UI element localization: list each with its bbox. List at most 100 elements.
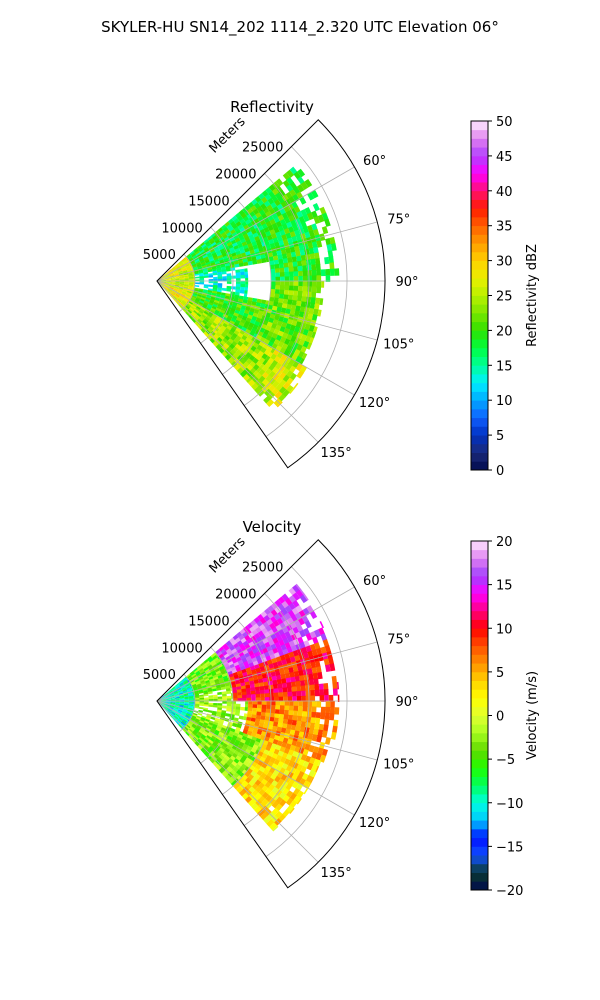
radar-bin bbox=[182, 679, 188, 684]
radar-bin bbox=[296, 720, 302, 728]
radar-bin bbox=[321, 730, 328, 738]
radar-bin bbox=[264, 716, 270, 722]
radar-bin bbox=[230, 229, 236, 235]
radar-bin bbox=[168, 270, 173, 274]
radar-bin bbox=[181, 300, 186, 305]
radar-bin bbox=[188, 308, 194, 313]
radar-bin bbox=[309, 678, 315, 686]
radar-bin bbox=[277, 722, 283, 729]
radar-bin bbox=[182, 270, 188, 273]
radar-bin bbox=[203, 247, 209, 252]
radar-bin bbox=[308, 307, 315, 315]
radar-bin bbox=[185, 713, 191, 718]
radar-bin bbox=[311, 241, 318, 249]
radar-bin bbox=[161, 280, 167, 281]
radar-bin bbox=[224, 663, 230, 669]
radar-bin bbox=[220, 332, 227, 339]
radar-bin bbox=[278, 240, 285, 247]
radar-bin bbox=[230, 317, 237, 323]
azimuth-tick-label: 90° bbox=[395, 695, 418, 710]
radar-bin bbox=[177, 269, 183, 273]
radar-bin bbox=[200, 251, 206, 256]
radar-bin bbox=[199, 276, 205, 279]
radar-bin bbox=[171, 267, 176, 271]
colorbar-segment bbox=[471, 295, 488, 305]
radar-bin bbox=[307, 733, 314, 741]
radar-bin bbox=[232, 346, 239, 353]
radar-bin bbox=[321, 748, 328, 757]
radar-bin bbox=[164, 692, 169, 696]
radar-bin bbox=[226, 658, 233, 664]
radar-bin bbox=[332, 682, 338, 690]
radar-bin bbox=[208, 666, 214, 671]
radar-bin bbox=[244, 268, 248, 273]
radar-bin bbox=[173, 707, 179, 711]
radar-bin bbox=[247, 710, 253, 715]
radar-bin bbox=[218, 740, 225, 746]
radar-bin bbox=[244, 284, 249, 288]
radar-bin bbox=[213, 666, 219, 671]
colorbar-segment bbox=[471, 208, 488, 218]
radar-bin bbox=[203, 324, 209, 330]
radar-bin bbox=[330, 731, 337, 740]
radar-bin bbox=[178, 692, 184, 695]
radar-bin bbox=[198, 709, 204, 713]
colorbar-tick-label: −5 bbox=[496, 753, 515, 768]
radar-bin bbox=[306, 259, 312, 267]
radar-bin bbox=[217, 691, 223, 695]
colorbar-segment bbox=[471, 234, 488, 244]
radar-bin bbox=[259, 685, 265, 691]
radar-bin bbox=[284, 653, 291, 660]
radar-bin bbox=[206, 715, 212, 719]
radar-bin bbox=[281, 303, 288, 310]
radar-bin bbox=[184, 698, 189, 701]
radar-bin bbox=[296, 690, 302, 697]
radar-bin bbox=[229, 327, 236, 334]
radar-bin bbox=[233, 330, 240, 336]
colorbar-segment bbox=[471, 881, 488, 891]
radar-bin bbox=[205, 727, 211, 732]
radar-bin bbox=[161, 282, 166, 286]
radar-bin bbox=[216, 687, 222, 691]
radar-bin bbox=[202, 254, 208, 259]
radar-bin bbox=[251, 697, 256, 702]
radar-bin bbox=[289, 671, 295, 679]
radar-bin bbox=[222, 696, 227, 700]
radar-bin bbox=[222, 330, 229, 336]
radar-bin bbox=[273, 259, 280, 266]
radar-bin bbox=[208, 695, 214, 698]
radar-bin bbox=[217, 285, 223, 289]
radar-bin bbox=[190, 297, 196, 302]
radar-bin bbox=[244, 274, 249, 279]
radar-bin bbox=[194, 702, 200, 705]
radar-bin bbox=[310, 689, 316, 697]
radar-bin bbox=[317, 760, 322, 768]
radar-bin bbox=[329, 268, 335, 276]
radar-bin bbox=[204, 720, 210, 725]
radar-bin bbox=[201, 672, 207, 677]
radar-bin bbox=[236, 689, 242, 693]
radar-bin bbox=[222, 742, 228, 749]
colorbar-segment bbox=[471, 802, 488, 812]
radar-bin bbox=[173, 691, 178, 694]
colorbar-tick-label: 15 bbox=[496, 579, 513, 594]
radar-bin bbox=[195, 260, 201, 264]
radar-bin bbox=[211, 725, 217, 730]
radar-bin bbox=[293, 730, 300, 738]
radar-bin bbox=[191, 673, 197, 678]
radar-bin bbox=[175, 713, 181, 717]
radar-bin bbox=[181, 307, 184, 310]
radar-bin bbox=[197, 255, 203, 260]
radar-bin bbox=[235, 683, 241, 688]
radar-bin bbox=[199, 694, 204, 697]
radar-bin bbox=[206, 252, 212, 257]
radar-bin bbox=[291, 256, 298, 263]
radar-bin bbox=[192, 686, 198, 690]
radar-bin bbox=[252, 675, 259, 681]
radar-bin bbox=[326, 244, 333, 252]
radar-bin bbox=[320, 646, 327, 655]
radar-bin bbox=[186, 711, 192, 715]
radar-bin bbox=[199, 277, 205, 280]
radar-bin bbox=[178, 707, 184, 710]
colorbar-segment bbox=[471, 872, 488, 882]
